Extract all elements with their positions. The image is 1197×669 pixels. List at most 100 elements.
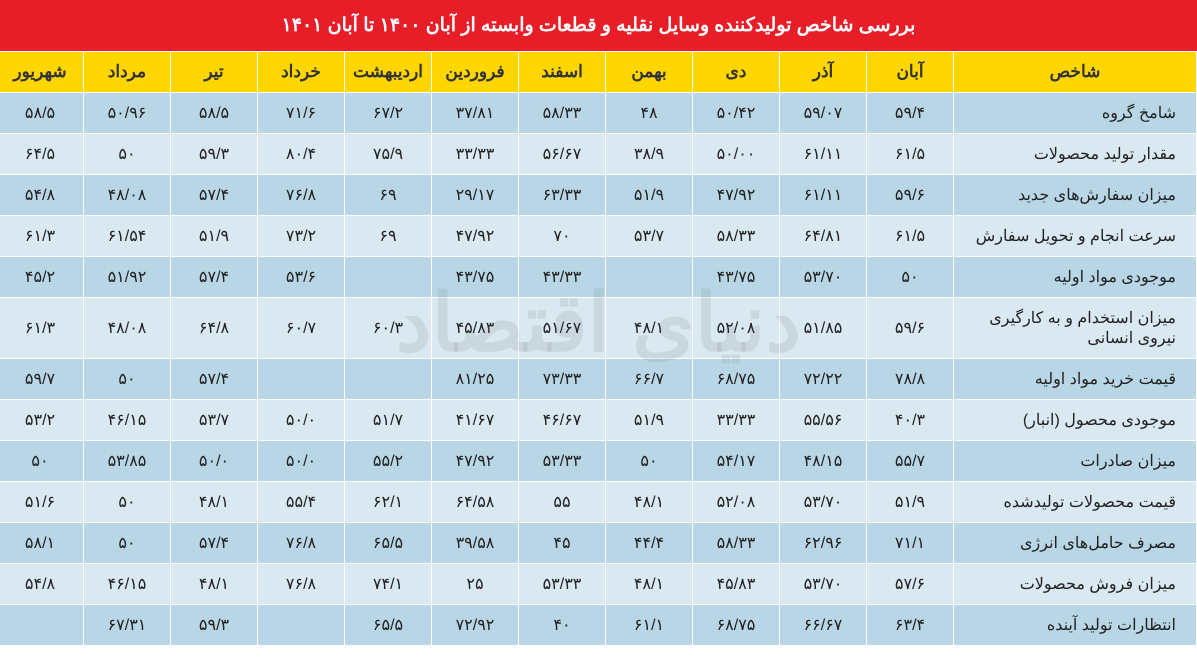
data-cell: ۴۸/۱ bbox=[606, 564, 693, 605]
data-cell: ۷۵/۹ bbox=[345, 134, 432, 175]
indicator-cell: شامخ گروه bbox=[954, 93, 1197, 134]
data-cell: ۳۹/۵۸ bbox=[432, 523, 519, 564]
data-cell: ۵۳/۷۰ bbox=[780, 257, 867, 298]
data-cell: ۴۳/۷۵ bbox=[432, 257, 519, 298]
col-month-7: خرداد bbox=[258, 52, 345, 93]
indicator-cell: میزان صادرات bbox=[954, 441, 1197, 482]
data-cell: ۶۶/۷ bbox=[606, 359, 693, 400]
table-row: قیمت خرید مواد اولیه۷۸/۸۷۲/۲۲۶۸/۷۵۶۶/۷۷۳… bbox=[0, 359, 1197, 400]
data-cell: ۵۰ bbox=[84, 134, 171, 175]
data-cell: ۵۰ bbox=[606, 441, 693, 482]
data-cell: ۵۷/۴ bbox=[171, 523, 258, 564]
data-cell: ۵۵/۴ bbox=[258, 482, 345, 523]
data-cell: ۴۵/۸۳ bbox=[693, 564, 780, 605]
data-cell: ۷۲/۲۲ bbox=[780, 359, 867, 400]
data-cell: ۷۳/۳۳ bbox=[519, 359, 606, 400]
data-cell: ۵۰ bbox=[867, 257, 954, 298]
data-cell: ۴۳/۷۵ bbox=[693, 257, 780, 298]
data-cell: ۵۱/۶۷ bbox=[519, 298, 606, 359]
col-month-5: فروردین bbox=[432, 52, 519, 93]
data-cell: ۷۱/۱ bbox=[867, 523, 954, 564]
data-cell: ۵۳/۷۰ bbox=[780, 482, 867, 523]
data-cell: ۴۰ bbox=[519, 605, 606, 646]
data-cell: ۷۳/۲ bbox=[258, 216, 345, 257]
data-cell: ۷۸/۸ bbox=[867, 359, 954, 400]
data-cell: ۶۸/۷۵ bbox=[693, 359, 780, 400]
data-cell: ۴۸/۱ bbox=[171, 564, 258, 605]
indicator-cell: انتظارات تولید آینده bbox=[954, 605, 1197, 646]
indicator-cell: سرعت انجام و تحویل سفارش bbox=[954, 216, 1197, 257]
data-cell: ۶۱/۳ bbox=[0, 216, 84, 257]
table-row: انتظارات تولید آینده۶۳/۴۶۶/۶۷۶۸/۷۵۶۱/۱۴۰… bbox=[0, 605, 1197, 646]
data-cell bbox=[258, 605, 345, 646]
col-indicator: شاخص bbox=[954, 52, 1197, 93]
data-cell: ۵۴/۸ bbox=[0, 564, 84, 605]
data-cell: ۵۹/۴ bbox=[867, 93, 954, 134]
data-cell: ۵۰/۹۶ bbox=[84, 93, 171, 134]
indicator-cell: قیمت محصولات تولیدشده bbox=[954, 482, 1197, 523]
data-cell: ۶۶/۶۷ bbox=[780, 605, 867, 646]
data-cell: ۴۶/۶۷ bbox=[519, 400, 606, 441]
data-cell: ۶۱/۱۱ bbox=[780, 134, 867, 175]
data-cell: ۵۸/۱ bbox=[0, 523, 84, 564]
indicator-cell: مصرف حامل‌های انرژی bbox=[954, 523, 1197, 564]
data-cell: ۵۰/۰ bbox=[258, 400, 345, 441]
data-cell: ۸۱/۲۵ bbox=[432, 359, 519, 400]
data-cell: ۴۵/۸۳ bbox=[432, 298, 519, 359]
data-cell: ۵۰ bbox=[0, 441, 84, 482]
data-cell: ۵۱/۷ bbox=[345, 400, 432, 441]
data-cell: ۴۴/۴ bbox=[606, 523, 693, 564]
data-cell: ۶۴/۵ bbox=[0, 134, 84, 175]
data-cell: ۵۲/۰۸ bbox=[693, 298, 780, 359]
data-cell: ۵۷/۶ bbox=[867, 564, 954, 605]
indicator-cell: موجودی مواد اولیه bbox=[954, 257, 1197, 298]
data-cell: ۴۵ bbox=[519, 523, 606, 564]
table-row: میزان استخدام و به کارگیری نیروی انسانی۵… bbox=[0, 298, 1197, 359]
data-cell: ۶۷/۳۱ bbox=[84, 605, 171, 646]
data-cell: ۴۸/۰۸ bbox=[84, 298, 171, 359]
col-month-3: بهمن bbox=[606, 52, 693, 93]
data-cell: ۵۳/۶ bbox=[258, 257, 345, 298]
table-body: شامخ گروه۵۹/۴۵۹/۰۷۵۰/۴۲۴۸۵۸/۳۳۳۷/۸۱۶۷/۲۷… bbox=[0, 93, 1197, 646]
indicator-cell: مقدار تولید محصولات bbox=[954, 134, 1197, 175]
data-cell: ۴۸/۰۸ bbox=[84, 175, 171, 216]
data-cell: ۵۸/۳۳ bbox=[693, 216, 780, 257]
data-cell: ۶۳/۴ bbox=[867, 605, 954, 646]
data-cell: ۷۲/۹۲ bbox=[432, 605, 519, 646]
col-month-8: تیر bbox=[171, 52, 258, 93]
table-header-row: شاخصآبانآذردیبهمناسفندفروردیناردیبهشتخرد… bbox=[0, 52, 1197, 93]
data-cell: ۵۸/۳۳ bbox=[693, 523, 780, 564]
table-row: میزان فروش محصولات۵۷/۶۵۳/۷۰۴۵/۸۳۴۸/۱۵۳/۳… bbox=[0, 564, 1197, 605]
data-cell: ۴۰/۳ bbox=[867, 400, 954, 441]
data-cell: ۶۱/۱ bbox=[606, 605, 693, 646]
data-cell: ۵۳/۲ bbox=[0, 400, 84, 441]
data-cell bbox=[345, 359, 432, 400]
data-cell: ۴۸ bbox=[606, 93, 693, 134]
data-cell: ۵۹/۶ bbox=[867, 298, 954, 359]
data-cell: ۷۰ bbox=[519, 216, 606, 257]
data-cell: ۴۸/۱ bbox=[171, 482, 258, 523]
col-month-4: اسفند bbox=[519, 52, 606, 93]
data-cell: ۳۳/۳۳ bbox=[432, 134, 519, 175]
data-cell: ۵۸/۵ bbox=[171, 93, 258, 134]
data-cell: ۷۴/۱ bbox=[345, 564, 432, 605]
data-cell: ۵۱/۹ bbox=[171, 216, 258, 257]
data-cell: ۵۳/۳۳ bbox=[519, 441, 606, 482]
data-cell: ۵۳/۷۰ bbox=[780, 564, 867, 605]
data-cell: ۴۶/۱۵ bbox=[84, 564, 171, 605]
data-cell: ۶۸/۷۵ bbox=[693, 605, 780, 646]
data-cell: ۴۶/۱۵ bbox=[84, 400, 171, 441]
data-cell bbox=[0, 605, 84, 646]
data-cell: ۷۶/۸ bbox=[258, 523, 345, 564]
data-cell: ۲۵ bbox=[432, 564, 519, 605]
data-cell: ۵۹/۳ bbox=[171, 605, 258, 646]
data-cell: ۶۱/۵ bbox=[867, 216, 954, 257]
data-cell: ۴۸/۱ bbox=[606, 298, 693, 359]
data-cell: ۵۱/۸۵ bbox=[780, 298, 867, 359]
data-cell: ۵۱/۹۲ bbox=[84, 257, 171, 298]
data-cell: ۵۰ bbox=[84, 359, 171, 400]
table-row: موجودی محصول (انبار)۴۰/۳۵۵/۵۶۳۳/۳۳۵۱/۹۴۶… bbox=[0, 400, 1197, 441]
col-month-2: دی bbox=[693, 52, 780, 93]
data-cell: ۵۷/۴ bbox=[171, 175, 258, 216]
col-month-1: آذر bbox=[780, 52, 867, 93]
